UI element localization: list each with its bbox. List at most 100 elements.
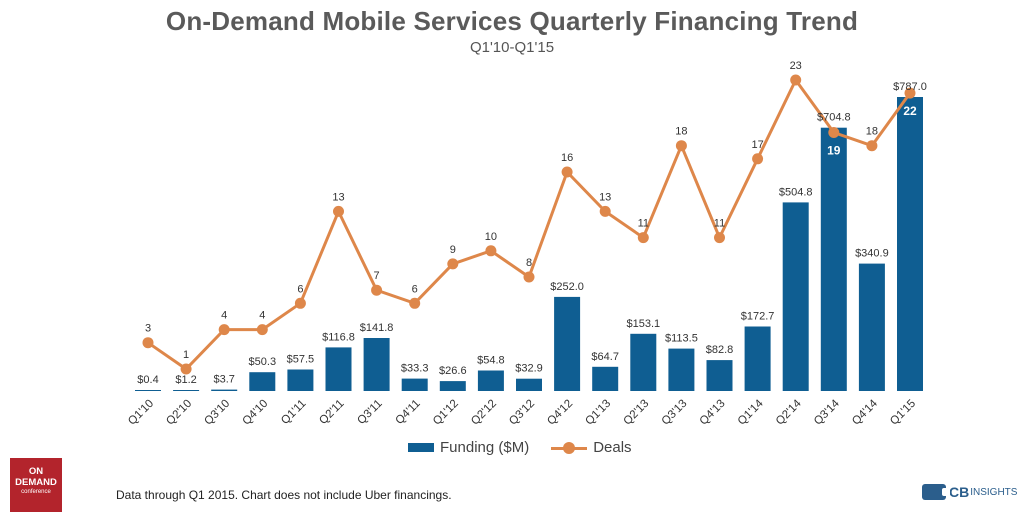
- deals-label: 4: [221, 310, 227, 322]
- legend-funding-label: Funding ($M): [440, 439, 530, 456]
- deals-label: 9: [450, 244, 456, 256]
- deals-point: [294, 297, 306, 309]
- deals-label: 22: [903, 104, 917, 118]
- x-tick-label: Q3'13: [660, 398, 690, 428]
- deals-point: [752, 153, 764, 165]
- funding-label: $82.8: [706, 344, 734, 356]
- x-tick-label: Q4'13: [698, 398, 728, 428]
- deals-label: 4: [259, 310, 265, 322]
- x-tick-label: Q2'12: [469, 398, 499, 428]
- deals-label: 17: [751, 139, 763, 151]
- funding-bar: [706, 360, 733, 391]
- funding-bar: [782, 202, 809, 391]
- funding-bar: [363, 338, 390, 391]
- cb-insights-logo-rest: INSIGHTS: [970, 486, 1018, 498]
- deals-point: [371, 284, 383, 296]
- x-tick-label: Q1'10: [126, 398, 156, 428]
- funding-label: $1.2: [175, 374, 196, 386]
- funding-label: $26.6: [439, 365, 467, 377]
- x-tick-label: Q4'11: [393, 398, 422, 427]
- deals-point: [866, 140, 878, 152]
- funding-label: $50.3: [249, 356, 277, 368]
- legend: Funding ($M) Deals: [408, 439, 632, 456]
- funding-label: $340.9: [855, 248, 889, 260]
- deals-label: 16: [561, 152, 573, 164]
- x-tick-label: Q1'15: [888, 398, 918, 428]
- x-tick-label: Q2'11: [317, 398, 346, 427]
- funding-bars: [135, 97, 923, 391]
- funding-label: $0.4: [137, 374, 158, 386]
- deals-point: [333, 205, 344, 217]
- deals-point: [675, 140, 687, 152]
- on-demand-logo-line2: DEMAND: [15, 477, 57, 488]
- funding-label: $3.7: [213, 374, 234, 386]
- deals-point: [561, 166, 573, 178]
- deals-point: [790, 74, 802, 86]
- x-tick-label: Q3'14: [812, 397, 842, 427]
- funding-label: $113.5: [665, 333, 698, 345]
- deals-label: 6: [297, 283, 303, 295]
- deals-point: [256, 324, 268, 336]
- funding-bar: [668, 348, 695, 391]
- funding-bar: [439, 381, 466, 391]
- x-tick-label: Q4'12: [545, 398, 575, 428]
- deals-label: 10: [485, 231, 497, 243]
- funding-bar: [287, 369, 314, 391]
- deals-label: 11: [638, 218, 649, 230]
- funding-bar: [249, 372, 276, 391]
- x-tick-label: Q3'10: [202, 398, 232, 428]
- funding-bar: [477, 370, 504, 391]
- deals-point: [904, 87, 916, 99]
- cb-insights-logo: CB INSIGHTS: [922, 484, 1017, 500]
- deals-label: 8: [526, 257, 532, 269]
- deals-point: [523, 271, 535, 283]
- x-tick-label: Q1'12: [431, 398, 461, 428]
- cb-insights-mark-icon: [922, 484, 950, 500]
- x-tick-label: Q1'13: [583, 398, 613, 428]
- funding-bar: [173, 390, 200, 391]
- x-tick-label: Q2'13: [621, 398, 651, 428]
- deals-label: 23: [790, 60, 802, 72]
- deals-label: 18: [866, 126, 878, 138]
- funding-bar: [630, 333, 657, 391]
- funding-label: $704.8: [817, 112, 851, 124]
- chart-subtitle: Q1'10-Q1'15: [469, 39, 555, 56]
- x-tick-label: Q3'11: [355, 398, 384, 427]
- funding-bar: [554, 296, 581, 391]
- deals-point: [218, 324, 230, 336]
- deals-point: [828, 127, 840, 138]
- deals-label: 7: [374, 270, 380, 282]
- funding-label: $64.7: [591, 351, 619, 363]
- funding-label: $252.0: [550, 281, 584, 293]
- chart-title: On-Demand Mobile Services Quarterly Fina…: [165, 6, 859, 36]
- funding-bar: [744, 326, 771, 391]
- deals-label: 19: [827, 144, 841, 158]
- funding-label: $54.8: [477, 355, 505, 367]
- x-tick-label: Q1'11: [279, 398, 308, 427]
- x-tick-label: Q4'10: [240, 398, 270, 428]
- deals-label: 13: [599, 191, 611, 203]
- on-demand-logo: ON DEMAND conference: [10, 458, 62, 512]
- deals-point: [485, 245, 497, 257]
- funding-label: $141.8: [360, 322, 394, 334]
- funding-bar: [516, 378, 542, 391]
- deals-label: 6: [412, 283, 418, 295]
- funding-label: $57.5: [287, 354, 315, 366]
- funding-label: $32.9: [515, 363, 543, 375]
- deals-point: [637, 232, 649, 244]
- deals-point: [447, 258, 459, 270]
- deals-label: 1: [183, 349, 189, 361]
- deals-label: 18: [675, 126, 687, 138]
- deals-label: 11: [714, 218, 725, 230]
- deals-line-group: [142, 74, 916, 375]
- funding-label: $116.8: [322, 331, 355, 343]
- cb-insights-logo-strong: CB: [949, 484, 970, 500]
- legend-deals-swatch: [551, 441, 588, 454]
- funding-bar: [135, 390, 161, 391]
- funding-label: $787.0: [893, 81, 927, 93]
- legend-deals-label: Deals: [593, 439, 632, 456]
- x-tick-label: Q2'14: [774, 397, 804, 427]
- deals-point: [142, 337, 154, 349]
- deals-point: [714, 232, 725, 244]
